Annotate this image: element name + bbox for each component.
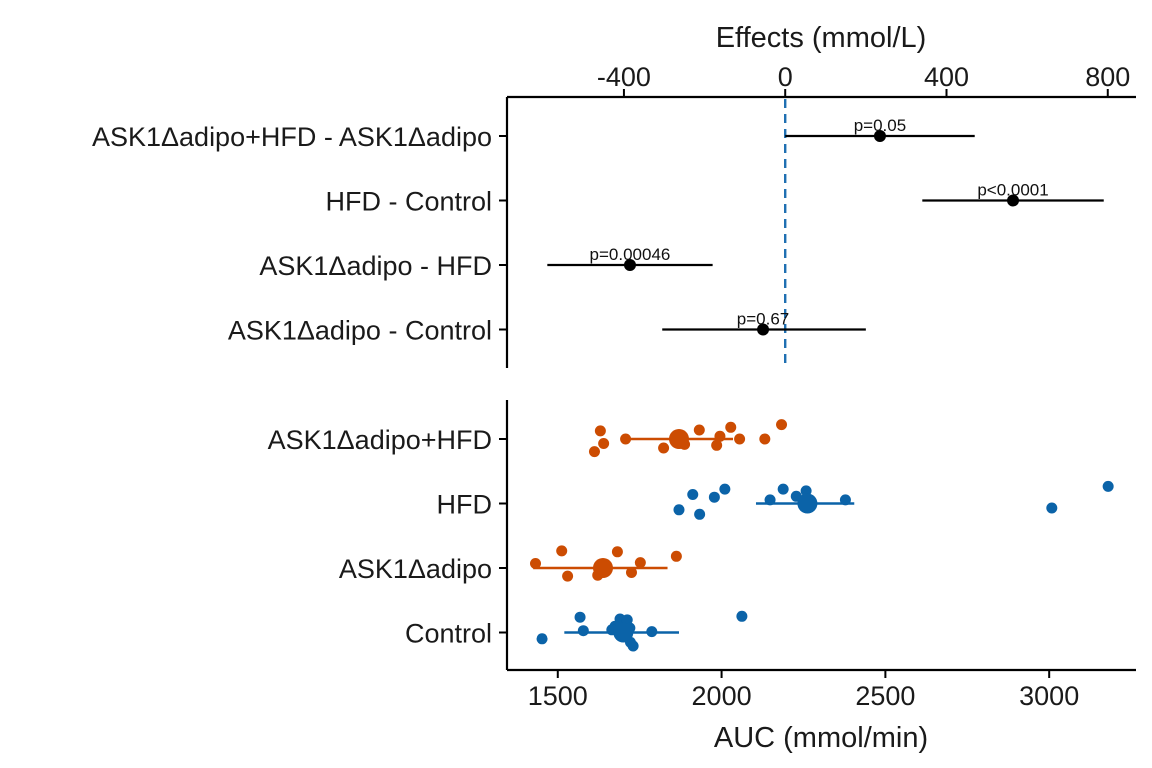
observation-point — [759, 433, 771, 445]
p-value-label: p=0.67 — [737, 310, 789, 329]
observation-point — [598, 438, 610, 449]
observation-point — [588, 446, 600, 458]
observation-point — [694, 508, 706, 520]
observation-point — [725, 421, 737, 433]
auc-tick-label: 2000 — [692, 681, 752, 711]
effects-tick-label: 800 — [1085, 62, 1130, 92]
effect-point — [757, 323, 770, 336]
observation-point — [719, 483, 731, 495]
observation-point — [839, 494, 851, 506]
observation-point — [577, 625, 589, 637]
effect-point — [1007, 194, 1020, 207]
auc-axis-title: AUC (mmol/min) — [714, 722, 928, 754]
effects-axis-title: Effects (mmol/L) — [716, 22, 927, 54]
p-value-label: p<0.0001 — [977, 181, 1048, 200]
group-mean-point — [668, 429, 689, 449]
observation-point — [736, 610, 748, 622]
observation-point — [556, 545, 568, 557]
observation-point — [714, 430, 726, 442]
group-label: ASK1Δadipo — [339, 554, 492, 584]
observation-point — [777, 483, 789, 495]
observation-point — [530, 558, 542, 569]
groups-y-axis: ASK1Δadipo+HFD HFD ASK1Δadipo Control — [268, 400, 509, 670]
group-label: Control — [405, 619, 492, 649]
observation-point — [627, 640, 639, 652]
observation-point — [708, 491, 720, 503]
groups-panel: 1500 2000 2500 3000 ASK1Δadipo+HFDHFDASK1Δa… — [268, 400, 1136, 754]
p-value-label: p=0.05 — [854, 116, 906, 135]
auc-x-axis: 1500 2000 2500 3000 — [507, 668, 1136, 711]
observation-point — [693, 424, 705, 436]
contrast-label: ASK1Δadipo - Control — [228, 316, 492, 346]
auc-tick-label: 1500 — [528, 681, 588, 711]
observation-point — [764, 494, 776, 506]
contrast-label: HFD - Control — [325, 187, 492, 217]
p-value-label: p=0.00046 — [590, 245, 671, 264]
observation-point — [536, 633, 548, 645]
observation-point — [594, 425, 606, 437]
effects-panel: Effects (mmol/L) -400 0 400 800 ASK1Δadipo+… — [92, 22, 1136, 368]
effects-x-axis: -400 0 400 800 — [507, 62, 1136, 99]
effects-y-axis: ASK1Δadipo+HFD - ASK1Δadipo HFD - Control… — [92, 97, 509, 368]
observation-point — [658, 442, 670, 454]
group-rows — [530, 419, 1114, 652]
observation-point — [646, 626, 658, 638]
observation-point — [620, 433, 632, 445]
effects-tick-label: 400 — [924, 62, 969, 92]
group-label: ASK1Δadipo+HFD — [268, 425, 492, 455]
auc-tick-label: 2500 — [855, 681, 915, 711]
group-mean-point — [797, 493, 818, 514]
observation-point — [634, 557, 646, 569]
effects-tick-label: 0 — [778, 62, 793, 92]
observation-point — [734, 433, 746, 445]
effects-rows: p=0.05 p<0.0001 p=0.00046 p=0.67 — [547, 99, 1104, 368]
observation-point — [574, 611, 586, 623]
group-label: HFD — [437, 490, 493, 520]
observation-point — [1046, 502, 1058, 514]
contrast-label: ASK1Δadipo - HFD — [259, 251, 492, 281]
observation-point — [1102, 480, 1114, 492]
observation-point — [776, 419, 788, 431]
effect-point — [623, 259, 636, 271]
group-mean-point — [592, 558, 613, 578]
effects-tick-label: -400 — [597, 62, 651, 92]
observation-point — [687, 489, 699, 500]
auc-tick-label: 3000 — [1019, 681, 1079, 711]
group-mean-point — [613, 622, 634, 643]
observation-point — [611, 546, 623, 558]
contrast-label: ASK1Δadipo+HFD - ASK1Δadipo — [92, 122, 492, 152]
effect-point — [873, 130, 886, 142]
observation-point — [670, 550, 682, 562]
observation-point — [673, 504, 685, 516]
observation-point — [711, 439, 723, 451]
observation-point — [562, 570, 574, 582]
observation-point — [625, 567, 637, 578]
